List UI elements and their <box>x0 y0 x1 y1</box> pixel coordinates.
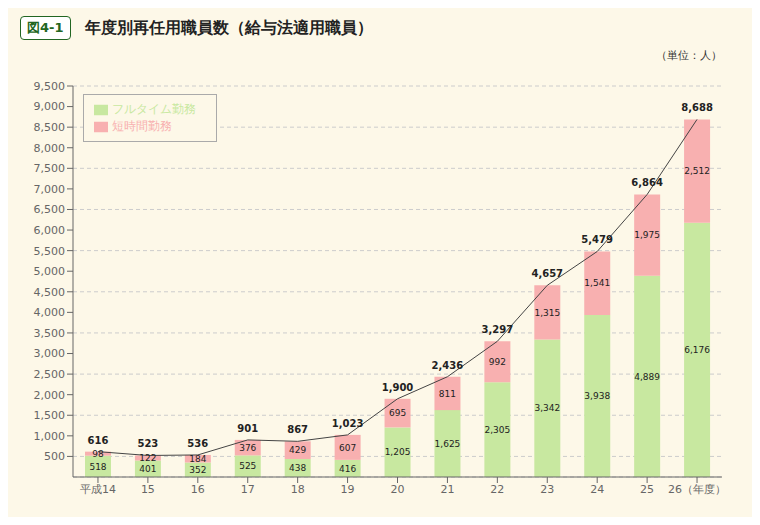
svg-text:1,315: 1,315 <box>534 308 560 318</box>
svg-text:2,500: 2,500 <box>34 368 66 381</box>
svg-text:1,900: 1,900 <box>382 382 414 393</box>
svg-text:518: 518 <box>89 462 106 472</box>
html-text:図4-1: 図4-1 <box>27 20 64 35</box>
svg-text:3,500: 3,500 <box>34 327 66 340</box>
svg-text:525: 525 <box>239 461 256 471</box>
svg-text:1,205: 1,205 <box>385 447 411 457</box>
svg-text:3,000: 3,000 <box>34 347 66 360</box>
svg-text:438: 438 <box>289 463 306 473</box>
svg-text:616: 616 <box>88 435 109 446</box>
svg-text:500: 500 <box>44 450 65 463</box>
svg-text:5,000: 5,000 <box>34 265 66 278</box>
svg-text:18: 18 <box>291 483 305 496</box>
html-text:（単位：人）: （単位：人） <box>656 49 722 62</box>
html-text:短時間勤務: 短時間勤務 <box>112 119 172 133</box>
svg-text:1,541: 1,541 <box>584 278 610 288</box>
svg-text:4,500: 4,500 <box>34 286 66 299</box>
svg-text:8,688: 8,688 <box>681 102 713 113</box>
svg-text:8,000: 8,000 <box>34 142 66 155</box>
svg-text:1,000: 1,000 <box>34 430 66 443</box>
svg-text:6,864: 6,864 <box>631 177 663 188</box>
svg-text:3,297: 3,297 <box>482 324 514 335</box>
svg-text:26（年度）: 26（年度） <box>668 483 726 496</box>
svg-text:19: 19 <box>341 483 355 496</box>
svg-text:25: 25 <box>640 483 654 496</box>
svg-text:607: 607 <box>339 443 356 453</box>
svg-text:17: 17 <box>241 483 255 496</box>
svg-text:9,000: 9,000 <box>34 100 66 113</box>
svg-text:98: 98 <box>92 449 104 459</box>
html-text:年度別再任用職員数（給与法適用職員）: 年度別再任用職員数（給与法適用職員） <box>84 17 373 37</box>
svg-text:429: 429 <box>289 445 306 455</box>
svg-text:7,500: 7,500 <box>34 162 66 175</box>
svg-text:4,889: 4,889 <box>634 372 660 382</box>
svg-text:2,305: 2,305 <box>485 425 511 435</box>
svg-text:184: 184 <box>189 454 206 464</box>
svg-text:9,500: 9,500 <box>34 80 66 93</box>
svg-text:23: 23 <box>540 483 554 496</box>
svg-text:901: 901 <box>237 423 258 434</box>
svg-text:6,500: 6,500 <box>34 203 66 216</box>
svg-text:6,176: 6,176 <box>684 345 710 355</box>
svg-text:1,975: 1,975 <box>634 230 660 240</box>
svg-text:401: 401 <box>139 464 156 474</box>
svg-text:2,436: 2,436 <box>432 360 464 371</box>
svg-text:122: 122 <box>139 453 156 463</box>
svg-text:352: 352 <box>189 465 206 475</box>
svg-text:695: 695 <box>389 408 406 418</box>
svg-text:2,000: 2,000 <box>34 389 66 402</box>
svg-text:平成14: 平成14 <box>80 483 116 496</box>
svg-text:1,023: 1,023 <box>332 418 364 429</box>
svg-text:24: 24 <box>590 483 604 496</box>
svg-text:7,000: 7,000 <box>34 183 66 196</box>
svg-text:376: 376 <box>239 443 256 453</box>
svg-text:3,342: 3,342 <box>534 403 560 413</box>
svg-text:5,500: 5,500 <box>34 245 66 258</box>
svg-text:1,500: 1,500 <box>34 409 66 422</box>
svg-text:3,938: 3,938 <box>584 391 610 401</box>
svg-text:21: 21 <box>440 483 454 496</box>
svg-text:536: 536 <box>187 438 208 449</box>
svg-text:2,512: 2,512 <box>684 166 710 176</box>
svg-text:15: 15 <box>141 483 155 496</box>
svg-text:5,479: 5,479 <box>581 234 613 245</box>
svg-text:811: 811 <box>439 389 456 399</box>
svg-text:416: 416 <box>339 464 356 474</box>
svg-text:4,000: 4,000 <box>34 306 66 319</box>
svg-text:1,625: 1,625 <box>435 439 461 449</box>
svg-text:4,657: 4,657 <box>531 268 563 279</box>
svg-text:867: 867 <box>287 424 308 435</box>
svg-text:523: 523 <box>137 438 158 449</box>
html-text:フルタイム勤務: フルタイム勤務 <box>112 102 196 116</box>
svg-text:8,500: 8,500 <box>34 121 66 134</box>
svg-text:6,000: 6,000 <box>34 224 66 237</box>
svg-text:20: 20 <box>391 483 405 496</box>
svg-text:992: 992 <box>489 357 506 367</box>
svg-text:22: 22 <box>490 483 504 496</box>
svg-text:16: 16 <box>191 483 205 496</box>
